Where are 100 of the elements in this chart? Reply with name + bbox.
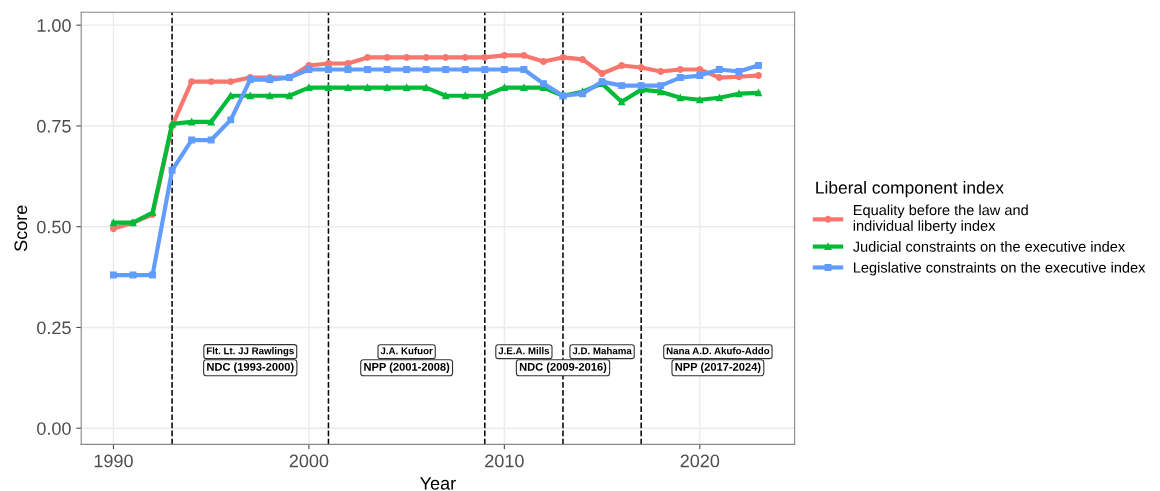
point: [735, 90, 743, 98]
point: [539, 80, 547, 88]
point: [383, 84, 391, 92]
x-tick-label: 2000: [289, 454, 329, 468]
point: [637, 64, 645, 71]
point: [618, 82, 626, 90]
point: [696, 66, 704, 73]
point: [305, 66, 313, 73]
point: [422, 53, 430, 61]
point: [109, 271, 117, 279]
point: [324, 84, 332, 92]
legend-label: Legislative constraints on the executive index: [853, 262, 1146, 276]
point: [344, 66, 352, 73]
point: [207, 78, 215, 86]
point: [735, 68, 743, 75]
point: [500, 84, 508, 92]
point: [598, 70, 606, 78]
point: [227, 116, 235, 124]
point: [657, 88, 665, 96]
annotation: NPP (2017-2024): [675, 362, 761, 373]
point: [657, 82, 665, 90]
point: [364, 66, 372, 73]
point: [246, 92, 254, 100]
point: [383, 53, 391, 61]
point: [579, 55, 587, 63]
point: [754, 89, 762, 97]
point: [559, 53, 567, 61]
point: [715, 66, 723, 73]
point: [403, 84, 411, 92]
point: [129, 271, 137, 279]
point: [461, 66, 469, 73]
annotation: Nana A.D. Akufo-Addo: [666, 347, 770, 355]
y-tick-label: 0.00: [37, 422, 71, 435]
point: [657, 68, 665, 75]
point: [364, 53, 372, 61]
y-tick-label: 0.50: [37, 220, 71, 234]
y-tick-label: 1.00: [37, 19, 71, 32]
point: [442, 53, 450, 61]
point: [676, 94, 684, 102]
x-tick-label: 2010: [485, 454, 524, 468]
point: [403, 66, 411, 73]
legend-label: Equality before the law and individual liberty index: [853, 204, 1028, 234]
x-axis-title: Year: [420, 477, 456, 490]
point: [715, 74, 723, 82]
point: [442, 66, 450, 73]
point: [520, 51, 528, 59]
point: [715, 94, 723, 102]
point: [618, 98, 626, 106]
legend-title: Liberal component index: [816, 181, 1004, 198]
y-axis-title: Score: [14, 205, 28, 252]
legend-label: Judicial constraints on the executive index: [853, 241, 1125, 252]
x-tick-label: 1990: [94, 454, 133, 468]
point: [227, 78, 235, 86]
point: [324, 59, 332, 67]
point: [539, 57, 547, 65]
point: [207, 118, 215, 126]
point: [285, 92, 293, 100]
point: [109, 219, 117, 227]
annotation: Flt. Lt. JJ Rawlings: [206, 347, 294, 357]
point: [305, 84, 313, 92]
point: [500, 51, 508, 59]
point: [188, 118, 196, 126]
point: [696, 72, 704, 80]
point: [422, 84, 430, 92]
point: [481, 92, 489, 100]
annotation: J.A. Kufuor: [380, 347, 433, 355]
annotation: J.E.A. Mills: [498, 347, 550, 355]
point: [344, 84, 352, 92]
point: [754, 62, 762, 69]
annotation: NDC (1993-2000): [207, 362, 294, 373]
point: [500, 66, 508, 73]
annotation: NDC (2009-2016): [519, 362, 607, 373]
point: [676, 74, 684, 82]
point: [520, 66, 528, 73]
point: [109, 225, 117, 233]
point: [403, 53, 411, 61]
point: [324, 66, 332, 73]
point: [364, 84, 372, 92]
annotation: J.D. Mahama: [572, 347, 632, 355]
x-tick-label: 2020: [680, 454, 720, 468]
point: [481, 53, 489, 61]
point: [696, 96, 704, 104]
point: [461, 92, 469, 100]
point: [637, 82, 645, 90]
point: [754, 72, 762, 80]
point: [461, 53, 469, 61]
point: [266, 92, 274, 100]
point: [207, 136, 215, 144]
point: [227, 92, 235, 100]
point: [188, 136, 196, 144]
point: [442, 92, 450, 100]
point: [344, 59, 352, 67]
annotation: NPP (2001-2008): [364, 362, 450, 373]
point: [149, 271, 157, 279]
y-tick-label: 0.75: [37, 119, 71, 133]
point: [618, 62, 626, 69]
point: [188, 78, 196, 86]
y-tick-label: 0.25: [37, 321, 71, 335]
point: [676, 66, 684, 73]
point: [422, 66, 430, 73]
